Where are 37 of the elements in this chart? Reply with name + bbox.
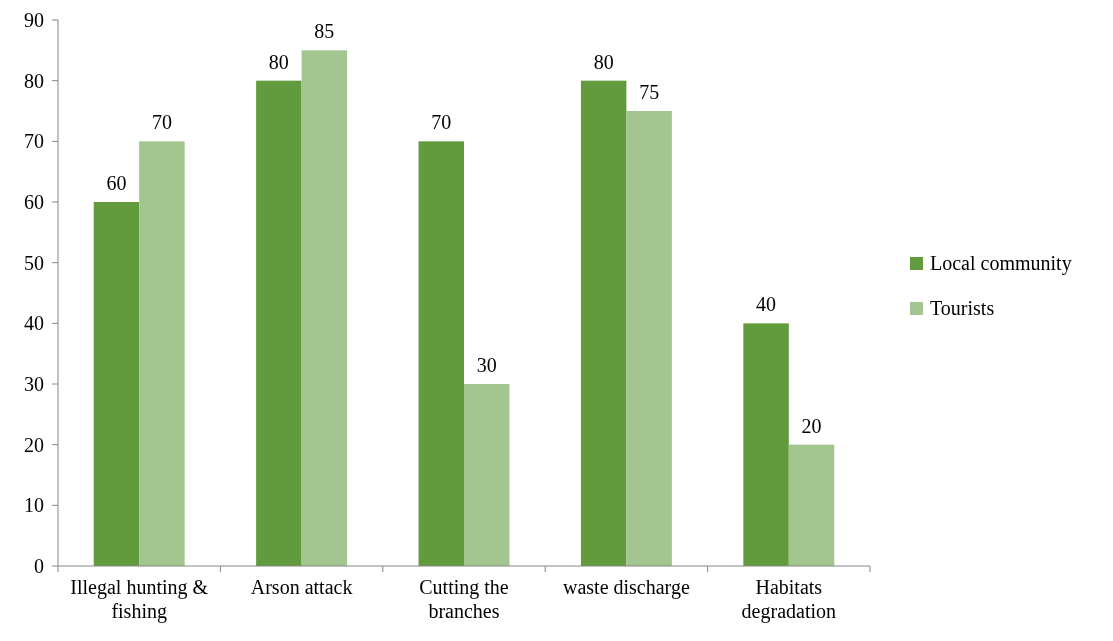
- y-tick-label: 90: [24, 9, 44, 31]
- bar: [580, 80, 627, 566]
- data-label: 80: [593, 50, 614, 73]
- y-tick-label: 40: [24, 312, 44, 335]
- data-label: 20: [801, 414, 822, 437]
- x-tick-label: Arson attack: [250, 576, 353, 598]
- data-label: 80: [268, 50, 289, 73]
- bar: [464, 384, 510, 566]
- bar: [139, 141, 185, 566]
- x-tick-label: Illegal hunting & fishing: [70, 576, 209, 623]
- bar: [626, 111, 672, 566]
- data-label: 60: [106, 172, 127, 194]
- bar: [93, 202, 140, 566]
- data-label: 75: [639, 81, 660, 103]
- data-label: 40: [756, 293, 777, 316]
- y-tick-label: 50: [24, 251, 44, 274]
- y-tick-label: 0: [34, 555, 44, 577]
- data-label: 70: [151, 111, 172, 134]
- bar: [743, 323, 789, 566]
- bar: [418, 141, 464, 566]
- x-tick-label: Cutting the branches: [419, 576, 509, 622]
- bar: [788, 444, 835, 566]
- bar: [301, 50, 348, 566]
- y-tick-label: 10: [24, 494, 44, 517]
- x-tick-label: waste discharge: [562, 576, 690, 599]
- bar: [256, 80, 302, 566]
- y-tick-label: 80: [24, 69, 44, 92]
- data-label: 85: [314, 20, 335, 43]
- data-label: 30: [476, 354, 497, 376]
- y-tick-label: 30: [24, 373, 44, 395]
- y-tick-label: 20: [24, 433, 44, 456]
- y-tick-label: 70: [24, 130, 44, 153]
- legend-label: Local community: [930, 252, 1072, 275]
- data-label: 70: [431, 111, 452, 134]
- y-tick-label: 60: [24, 191, 44, 213]
- legend-label: Tourists: [930, 297, 995, 319]
- x-tick-label: Habitats degradation: [741, 576, 836, 623]
